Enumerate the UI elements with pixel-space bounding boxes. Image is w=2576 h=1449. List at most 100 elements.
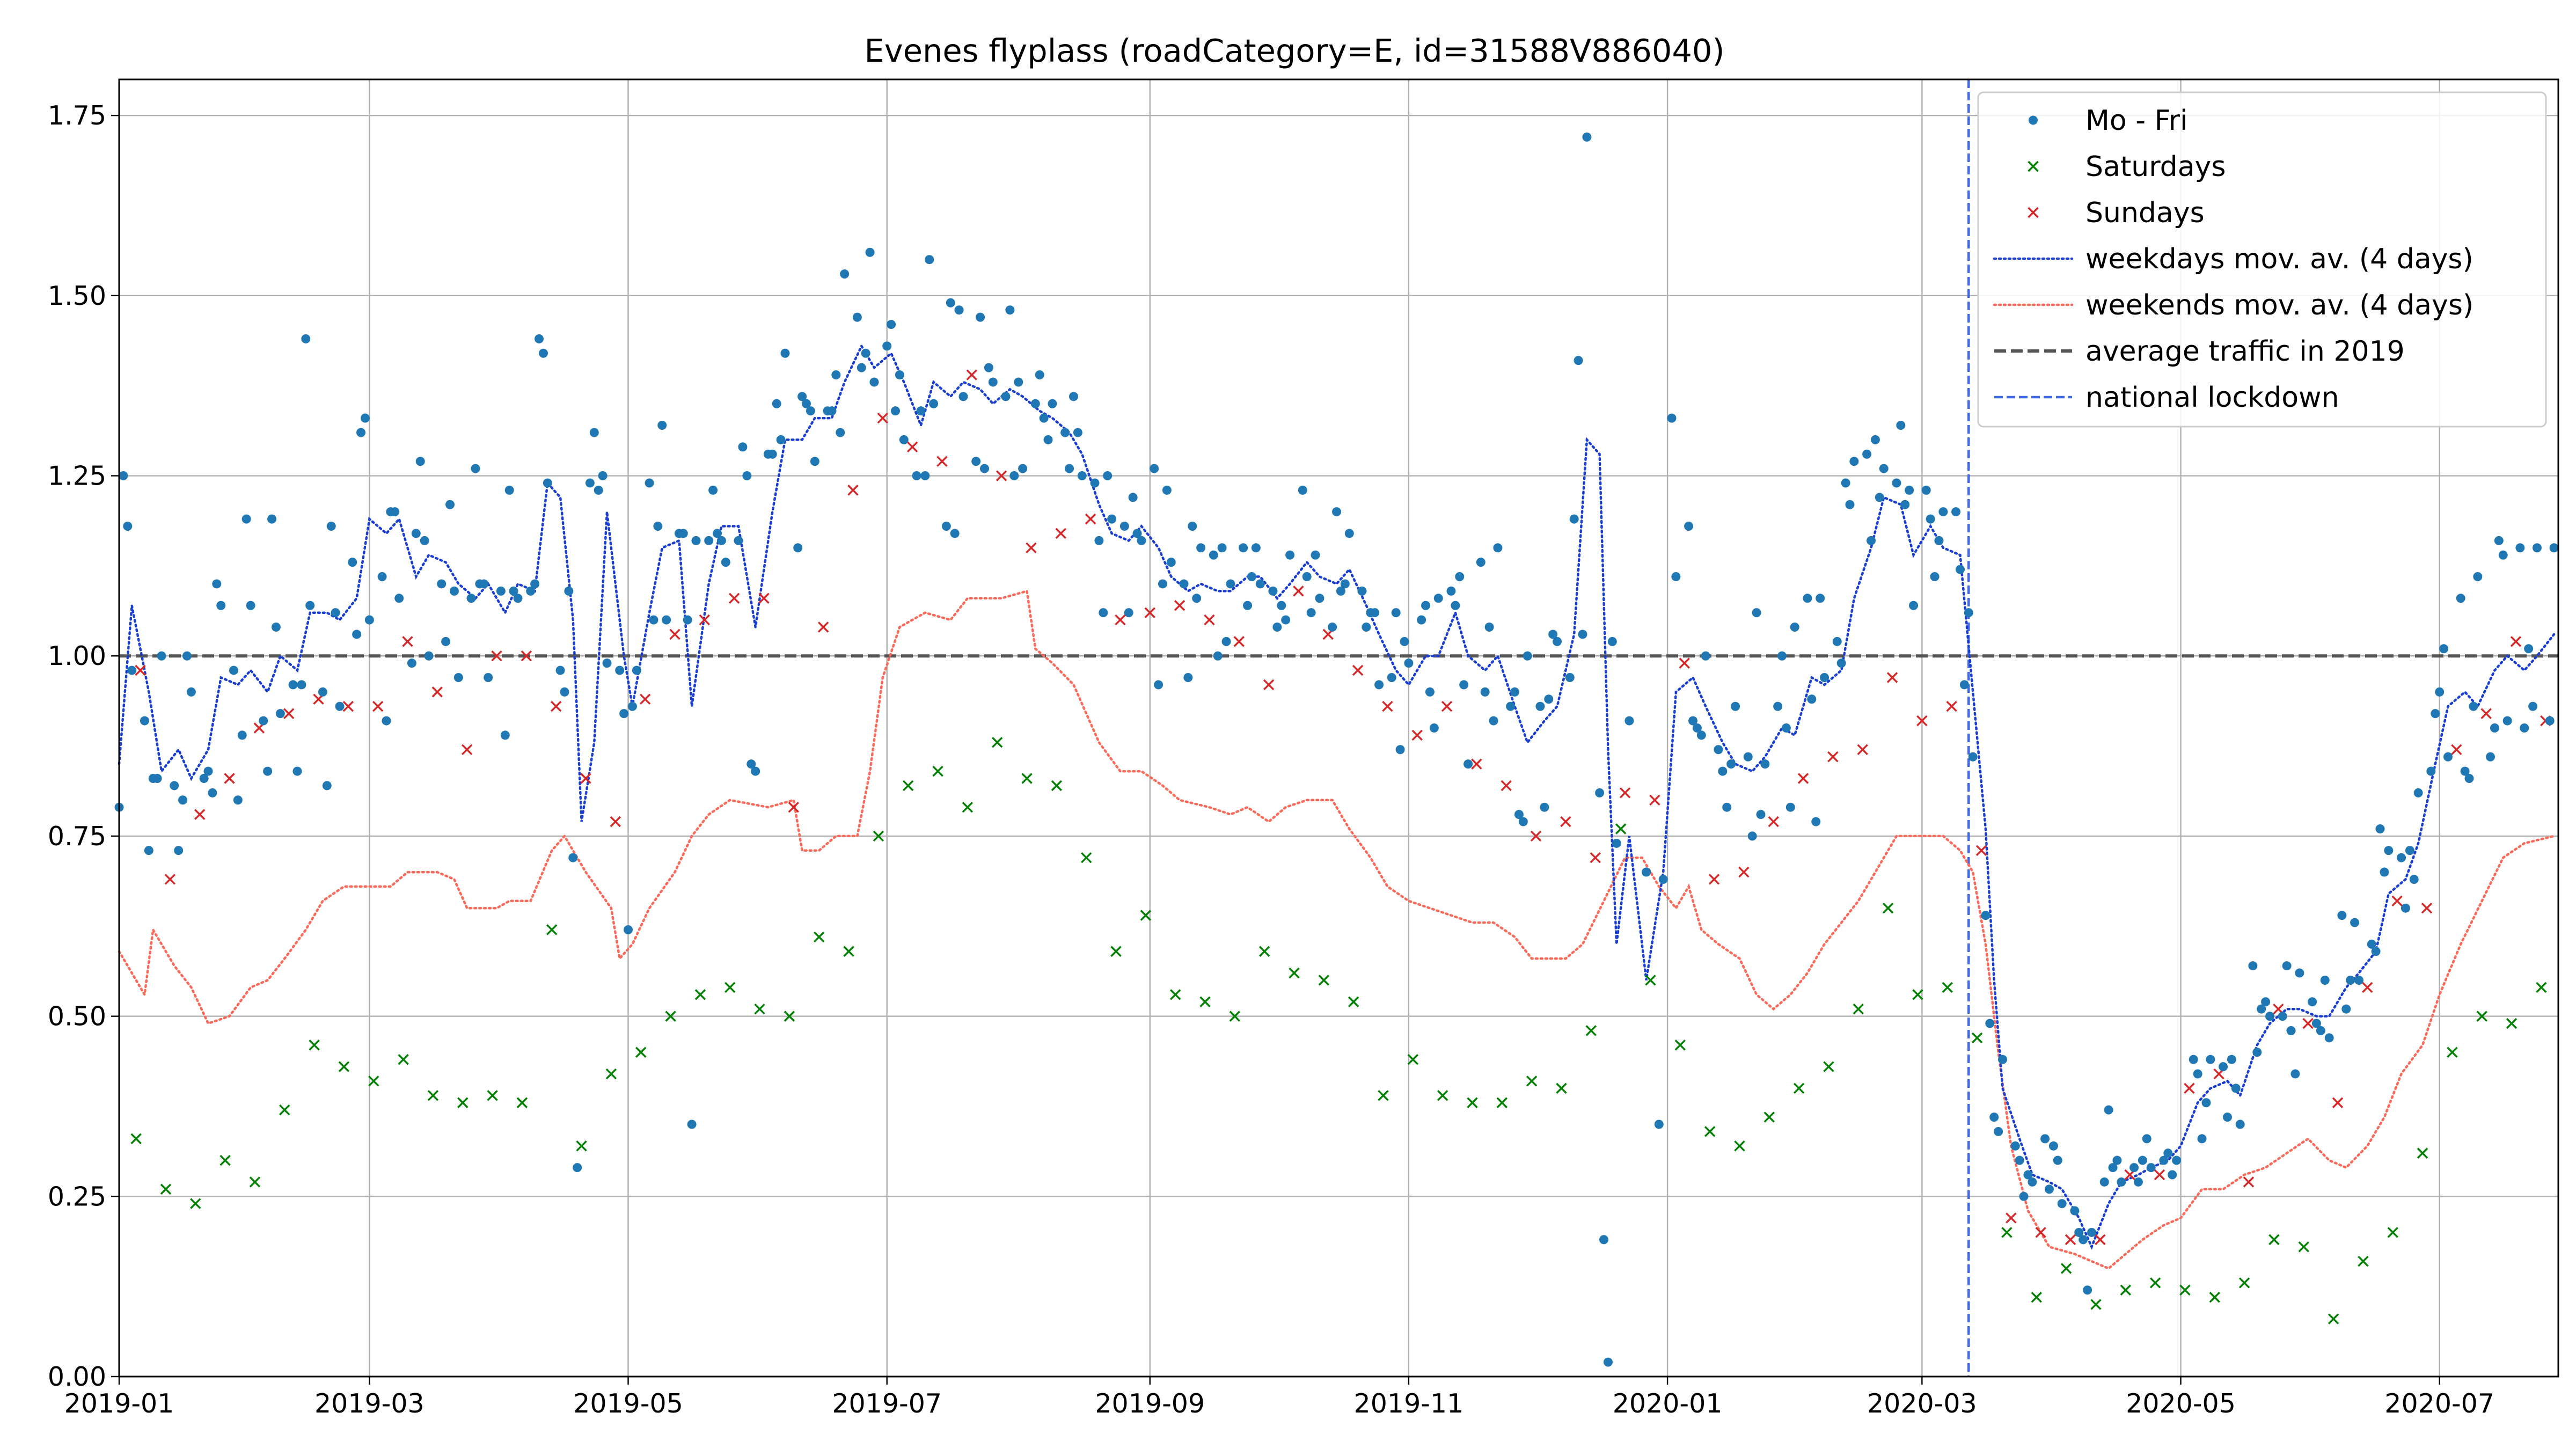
- cross-stroke: [1233, 636, 1245, 647]
- weekday-point: [1790, 623, 1799, 632]
- weekday-point: [1463, 759, 1473, 769]
- cross-stroke: [1199, 996, 1211, 1007]
- cross-stroke: [342, 701, 354, 712]
- weekday-point: [1667, 413, 1677, 423]
- cross-stroke: [1793, 1082, 1805, 1094]
- weekday-point: [174, 846, 184, 855]
- y-tick-label: 0.50: [48, 1001, 106, 1032]
- cross-stroke: [1051, 780, 1063, 792]
- weekday-point: [2549, 543, 2559, 553]
- weekday-point: [2146, 1163, 2156, 1173]
- sunday-point: [135, 664, 146, 676]
- weekday-point: [1119, 522, 1129, 531]
- cross-stroke: [1144, 607, 1155, 618]
- weekday-point: [1671, 572, 1681, 582]
- weekday-point: [335, 701, 345, 711]
- y-axis: 0.00 0.25 0.50 0.75 1.00 1.25 1.50 1.75: [48, 100, 119, 1392]
- saturday-point: [338, 1061, 350, 1072]
- weekday-point: [713, 529, 722, 538]
- cross-stroke: [2243, 1176, 2255, 1188]
- cross-stroke: [903, 780, 914, 792]
- weekday-point: [979, 464, 989, 473]
- cross-stroke: [546, 924, 558, 935]
- saturday-point: [2358, 1255, 2369, 1267]
- cross-stroke: [516, 1097, 528, 1108]
- weekday-point: [890, 406, 900, 416]
- saturday-point: [2120, 1284, 2131, 1296]
- weekday-point: [1998, 1055, 2008, 1064]
- sunday-point: [580, 773, 591, 784]
- weekday-point: [1654, 1119, 1664, 1129]
- weekday-point: [127, 665, 137, 675]
- weekday-point: [971, 457, 981, 466]
- weekday-point: [1985, 1019, 1995, 1028]
- sunday-point: [1590, 852, 1601, 863]
- weekday-point: [140, 716, 149, 726]
- weekday-point: [2498, 550, 2508, 560]
- weekday-point: [780, 348, 790, 358]
- weekday-point: [1731, 701, 1740, 711]
- weekday-point: [1298, 485, 1307, 495]
- sunday-point: [1174, 600, 1185, 611]
- cross-stroke: [219, 1154, 231, 1166]
- sunday-point: [728, 592, 740, 604]
- sunday-point: [2154, 1169, 2165, 1181]
- weekday-point: [1069, 392, 1078, 401]
- weekday-point: [840, 269, 850, 279]
- weekday-point: [1862, 449, 1872, 459]
- sunday-point: [2332, 1097, 2344, 1108]
- weekday-point: [411, 529, 421, 538]
- cross-stroke: [817, 621, 829, 633]
- sunday-point: [1204, 614, 1215, 626]
- sunday-point: [2243, 1176, 2255, 1188]
- cross-stroke: [224, 773, 235, 784]
- weekday-point: [1132, 529, 1142, 538]
- sunday-point: [224, 773, 235, 784]
- weekday-point: [420, 536, 429, 545]
- cross-stroke: [1882, 902, 1894, 914]
- weekday-point: [1624, 716, 1634, 726]
- sunday-point: [699, 614, 711, 626]
- weekday-point: [1807, 694, 1817, 704]
- saturday-point: [487, 1090, 498, 1101]
- weekday-point: [887, 320, 896, 330]
- weekday-point: [2010, 1141, 2020, 1151]
- weekday-point: [1836, 658, 1846, 668]
- saturday-point: [1645, 975, 1656, 986]
- cross-stroke: [283, 708, 295, 719]
- saturday-point: [1674, 1040, 1686, 1051]
- cross-stroke: [1169, 989, 1181, 1000]
- weekday-point: [568, 853, 578, 862]
- cross-stroke: [2184, 1082, 2195, 1094]
- weekday-point: [2490, 723, 2499, 733]
- sunday-point: [1679, 657, 1690, 669]
- weekday-point: [976, 312, 985, 322]
- cross-stroke: [1734, 1140, 1745, 1152]
- weekday-point: [144, 846, 153, 855]
- weekday-point: [2197, 1134, 2207, 1144]
- cross-stroke: [1467, 1097, 1478, 1108]
- weekday-point: [2409, 874, 2419, 884]
- cross-stroke: [1263, 679, 1275, 691]
- weekday-point: [2257, 1004, 2266, 1014]
- cross-stroke: [635, 1046, 647, 1058]
- cross-stroke: [1797, 773, 1809, 784]
- legend-marker: [2029, 115, 2038, 125]
- weekday-point: [1065, 464, 1074, 473]
- cross-stroke: [2149, 1277, 2161, 1289]
- weekday-point: [941, 522, 951, 531]
- weekday-point: [585, 478, 595, 488]
- y-tick-label: 1.50: [48, 281, 106, 311]
- weekday-point: [2515, 543, 2525, 553]
- weekday-point: [2380, 867, 2389, 877]
- sunday-point: [1857, 744, 1868, 755]
- weekday-point: [199, 773, 209, 783]
- weekday-point: [2159, 1155, 2169, 1165]
- weekday-point: [1785, 802, 1795, 812]
- weekday-point: [360, 413, 370, 423]
- saturday-point: [1556, 1082, 1567, 1094]
- weekday-point: [1306, 608, 1316, 618]
- x-tick-label: 2019-07: [832, 1388, 942, 1419]
- cross-stroke: [2154, 1169, 2165, 1181]
- weekday-point: [2261, 997, 2271, 1007]
